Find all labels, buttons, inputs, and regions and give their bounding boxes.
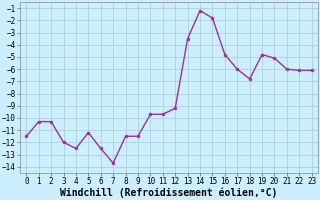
X-axis label: Windchill (Refroidissement éolien,°C): Windchill (Refroidissement éolien,°C) [60,187,278,198]
